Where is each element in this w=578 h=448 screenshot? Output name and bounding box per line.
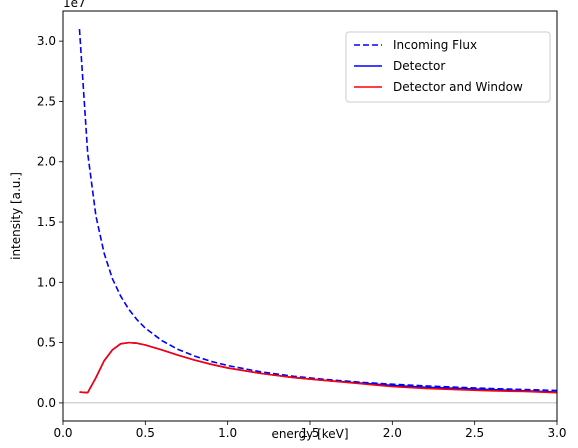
plot-layer bbox=[63, 29, 558, 404]
legend-label: Incoming Flux bbox=[393, 38, 477, 52]
legend-box bbox=[345, 31, 551, 103]
x-tick-label: 2.0 bbox=[383, 426, 402, 440]
series-line-1 bbox=[78, 29, 558, 392]
x-tick-label: 0.0 bbox=[53, 426, 72, 440]
x-tick-label: 1.5 bbox=[300, 426, 319, 440]
y-tick-label: 1.0 bbox=[37, 275, 56, 289]
x-tick-label: 2.5 bbox=[465, 426, 484, 440]
y-tick-label: 0.5 bbox=[37, 336, 56, 350]
y-offset-label: 1e7 bbox=[63, 0, 86, 10]
axes-layer: 0.0 0.5 1.0 1.5 2.0 2.5 3.0 0.0 0.5 1.0 1.5 2.0 2.5 3… bbox=[37, 34, 567, 440]
y-tick-label: 0.0 bbox=[37, 396, 56, 410]
legend: Incoming Flux Detector Detector and Window bbox=[345, 31, 551, 103]
y-axis-label: intensity [a.u.] bbox=[9, 172, 23, 260]
x-tick-label: 1.0 bbox=[218, 426, 237, 440]
x-axis-label: energy [keV] bbox=[271, 427, 348, 441]
legend-label: Detector and Window bbox=[393, 80, 523, 94]
y-tick-label: 2.5 bbox=[37, 94, 56, 108]
legend-label: Detector bbox=[393, 59, 445, 73]
y-tick-label: 2.0 bbox=[37, 155, 56, 169]
series-line-3 bbox=[79, 341, 558, 394]
y-tick-label: 1.5 bbox=[37, 215, 56, 229]
x-tick-label: 0.5 bbox=[136, 426, 155, 440]
x-tick-label: 3.0 bbox=[547, 426, 566, 440]
y-tick-label: 3.0 bbox=[37, 34, 56, 48]
